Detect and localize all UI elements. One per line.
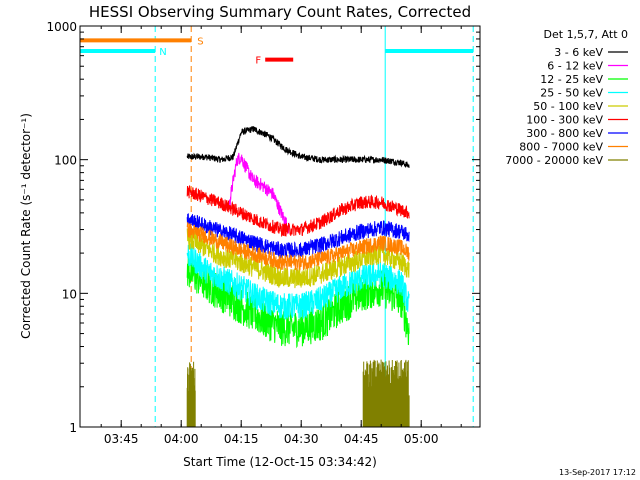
timestamp: 13-Sep-2017 17:12 [559, 468, 636, 477]
x-axis: 03:45 04:00 04:15 04:30 04:45 05:00 [100, 26, 462, 446]
x-tick-label: 04:15 [224, 432, 259, 446]
flag-label-f: F [255, 56, 261, 67]
data-layer: N S F [79, 26, 474, 427]
series-12-25-kev [186, 255, 410, 349]
legend-label-12-25-kev: 12 - 25 keV [540, 73, 603, 86]
flag-label-n: N [159, 47, 166, 58]
x-tick-label: 05:00 [404, 432, 439, 446]
series-line [186, 126, 410, 168]
series-line [186, 243, 410, 320]
legend-label-3-6-kev: 3 - 6 keV [554, 46, 603, 59]
legend-label-6-12-kev: 6 - 12 keV [547, 60, 603, 73]
series-7000-20000-kev [186, 359, 410, 427]
chart-title: HESSI Observing Summary Count Rates, Cor… [89, 3, 471, 21]
series-800-7000-kev [186, 222, 410, 271]
x-tick-label: 04:45 [344, 432, 379, 446]
series-line [186, 228, 410, 289]
legend-label-25-50-kev: 25 - 50 keV [540, 87, 603, 100]
series-25-50-kev [186, 243, 410, 320]
series-50-100-kev [186, 228, 410, 289]
flag-label-s: S [197, 36, 203, 47]
legend-label-7000-20000-kev: 7000 - 20000 keV [505, 154, 603, 167]
y-tick-label: 100 [54, 154, 77, 168]
x-tick-label: 04:00 [164, 432, 199, 446]
legend-title: Det 1,5,7, Att 0 [544, 28, 628, 41]
plot-frame [79, 25, 481, 428]
series-6-12-kev [228, 152, 290, 235]
series-line [186, 359, 410, 427]
series-100-300-kev [186, 185, 410, 237]
x-tick-label: 04:30 [284, 432, 319, 446]
legend-label-50-100-kev: 50 - 100 keV [533, 100, 603, 113]
x-axis-title: Start Time (12-Oct-15 03:34:42) [183, 455, 377, 469]
legend-label-100-300-kev: 100 - 300 keV [526, 114, 603, 127]
x-tick-label: 03:45 [104, 432, 139, 446]
legend-label-300-800-kev: 300 - 800 keV [526, 127, 603, 140]
series-300-800-kev [186, 213, 410, 259]
series-line [186, 185, 410, 237]
y-axis-title: Corrected Count Rate (s⁻¹ detector⁻¹) [19, 113, 33, 339]
series-line [228, 152, 290, 235]
series-line [186, 222, 410, 271]
legend-label-800-7000-kev: 800 - 7000 keV [519, 141, 603, 154]
series-3-6-kev [186, 126, 410, 168]
series-line [186, 255, 410, 349]
y-tick-label: 10 [62, 287, 77, 301]
y-tick-label: 1 [69, 421, 77, 435]
series-line [186, 213, 410, 259]
y-axis: 1 10 100 1000 [46, 20, 480, 435]
y-tick-label: 1000 [46, 20, 77, 34]
